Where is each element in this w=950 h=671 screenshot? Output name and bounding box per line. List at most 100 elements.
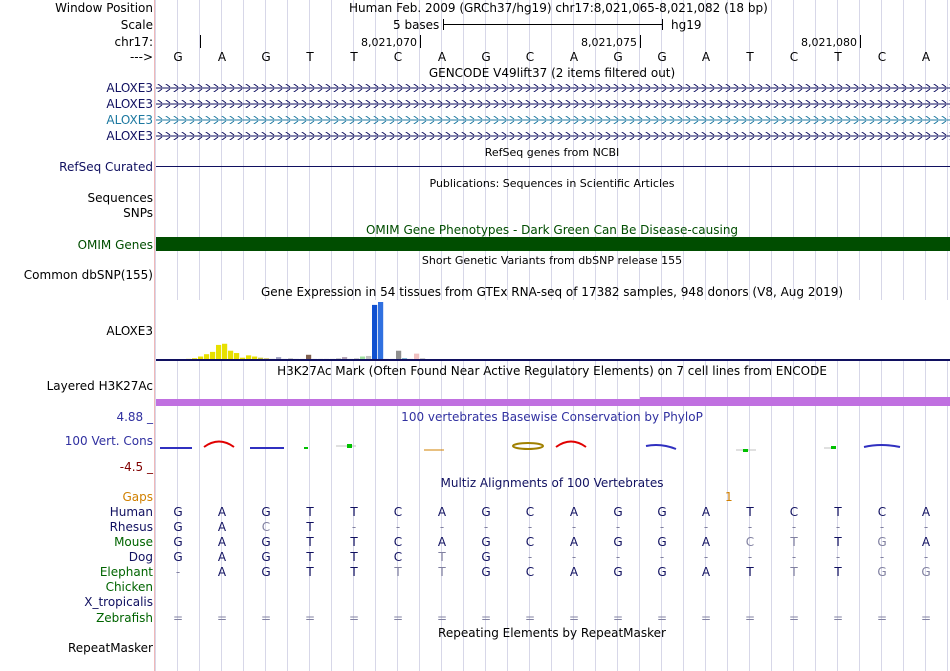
snps-label[interactable]: SNPs <box>123 206 153 220</box>
cons-min-label: -4.5 _ <box>119 460 153 474</box>
refseq-label[interactable]: RefSeq Curated <box>59 160 153 174</box>
gtex-tissue-bar[interactable] <box>306 354 312 360</box>
h3k27ac-signal[interactable] <box>156 399 950 406</box>
gtex-gene-label[interactable]: ALOXE3 <box>106 324 153 338</box>
alignment-base: G <box>481 505 491 519</box>
gtex-tissue-bar[interactable] <box>366 355 372 360</box>
gtex-tissue-bar[interactable] <box>210 351 216 360</box>
transcript-2 <box>156 100 950 108</box>
omim-track-title: OMIM Gene Phenotypes - Dark Green Can Be… <box>365 223 739 237</box>
alignment-base: A <box>217 550 227 564</box>
cons-label[interactable]: 100 Vert. Cons <box>64 434 153 448</box>
species-label[interactable]: Zebrafish <box>96 611 153 625</box>
reference-base: G <box>261 50 271 64</box>
gtex-tissue-bar[interactable] <box>276 357 282 360</box>
gaps-label[interactable]: Gaps <box>122 490 153 504</box>
alignment-base: T <box>350 535 358 549</box>
assembly-label: hg19 <box>671 18 702 32</box>
gencode-gene-label-1[interactable]: ALOXE3 <box>106 81 153 95</box>
species-label[interactable]: Dog <box>128 550 153 564</box>
reference-base: C <box>525 50 535 64</box>
gtex-tissue-bar[interactable] <box>204 354 210 360</box>
gtex-tissue-bar[interactable] <box>258 357 264 360</box>
alignment-base: - <box>483 520 489 534</box>
repeatmasker-track-title: Repeating Elements by RepeatMasker <box>438 626 666 640</box>
gtex-tissue-bar[interactable] <box>360 356 366 360</box>
refseq-track-title: RefSeq genes from NCBI <box>484 146 620 159</box>
alignment-base: - <box>879 550 885 564</box>
species-label[interactable]: Human <box>109 505 153 519</box>
gtex-tissue-bar[interactable] <box>252 356 258 360</box>
alignment-base: G <box>877 565 887 579</box>
alignment-base: T <box>746 565 754 579</box>
alignment-base: G <box>173 535 183 549</box>
alignment-base: A <box>569 505 579 519</box>
alignment-base: T <box>350 565 358 579</box>
gencode-gene-label-2[interactable]: ALOXE3 <box>106 97 153 111</box>
alignment-base: - <box>571 520 577 534</box>
gtex-tissue-bar[interactable] <box>198 356 204 360</box>
gtex-tissue-bar[interactable] <box>372 304 378 360</box>
refseq-gene-line[interactable] <box>156 166 950 167</box>
species-label[interactable]: Chicken <box>105 580 153 594</box>
gtex-tissue-bar[interactable] <box>240 357 246 360</box>
alignment-base: T <box>790 535 798 549</box>
ruler-position-3: 8,021,080 <box>801 36 857 49</box>
alignment-base: - <box>923 550 929 564</box>
alignment-base: = <box>524 611 536 625</box>
omim-gene-bar[interactable] <box>156 237 950 251</box>
repeatmasker-label[interactable]: RepeatMasker <box>67 641 153 655</box>
alignment-base: = <box>216 611 228 625</box>
reference-base: A <box>701 50 711 64</box>
h3k27ac-track-title: H3K27Ac Mark (Often Found Near Active Re… <box>277 364 827 378</box>
gtex-tissue-bar[interactable] <box>246 355 252 360</box>
species-label[interactable]: Elephant <box>99 565 153 579</box>
alignment-base: T <box>438 565 446 579</box>
ruler-position-1: 8,021,070 <box>361 36 417 49</box>
alignment-base: - <box>703 550 709 564</box>
alignment-base: G <box>261 550 271 564</box>
gtex-tissue-bar[interactable] <box>414 353 420 360</box>
gtex-tissue-bar[interactable] <box>378 302 384 360</box>
transcript-3 <box>156 116 950 124</box>
alignment-base: A <box>217 520 227 534</box>
alignment-base: T <box>306 550 314 564</box>
alignment-base: = <box>788 611 800 625</box>
alignment-base: = <box>700 611 712 625</box>
conservation-logos[interactable] <box>156 438 950 454</box>
sequences-label[interactable]: Sequences <box>87 191 153 205</box>
gtex-tissue-bar[interactable] <box>222 343 228 360</box>
h3k27ac-label[interactable]: Layered H3K27Ac <box>46 379 153 393</box>
gtex-tissue-bar[interactable] <box>396 350 402 360</box>
alignment-base: T <box>350 505 358 519</box>
alignment-base: T <box>394 565 402 579</box>
gtex-tissue-bar[interactable] <box>342 357 348 360</box>
gencode-transcripts[interactable] <box>156 80 950 144</box>
gtex-tissue-bar[interactable] <box>228 350 234 360</box>
gtex-tissue-bar[interactable] <box>234 353 240 360</box>
alignment-base: G <box>921 565 931 579</box>
alignment-base: - <box>659 520 665 534</box>
transcript-1 <box>156 84 950 92</box>
gencode-gene-label-4[interactable]: ALOXE3 <box>106 129 153 143</box>
publications-track-title: Publications: Sequences in Scientific Ar… <box>429 177 675 190</box>
label-divider <box>154 0 155 671</box>
alignment-base: C <box>393 535 403 549</box>
gtex-chart-area[interactable] <box>156 300 950 360</box>
gencode-gene-label-3[interactable]: ALOXE3 <box>106 113 153 127</box>
alignment-base: C <box>877 505 887 519</box>
dbsnp-label[interactable]: Common dbSNP(155) <box>23 268 153 282</box>
species-label[interactable]: Mouse <box>114 535 153 549</box>
alignment-base: G <box>261 535 271 549</box>
reference-base: C <box>877 50 887 64</box>
alignment-base: T <box>306 520 314 534</box>
gtex-tissue-bar[interactable] <box>216 344 222 360</box>
cons-track-title: 100 vertebrates Basewise Conservation by… <box>401 410 703 424</box>
ruler-tick-3 <box>860 35 861 48</box>
species-label[interactable]: Rhesus <box>109 520 153 534</box>
alignment-base: A <box>701 505 711 519</box>
species-label[interactable]: X_tropicalis <box>84 595 153 609</box>
omim-label[interactable]: OMIM Genes <box>77 238 153 252</box>
transcript-4 <box>156 132 950 140</box>
